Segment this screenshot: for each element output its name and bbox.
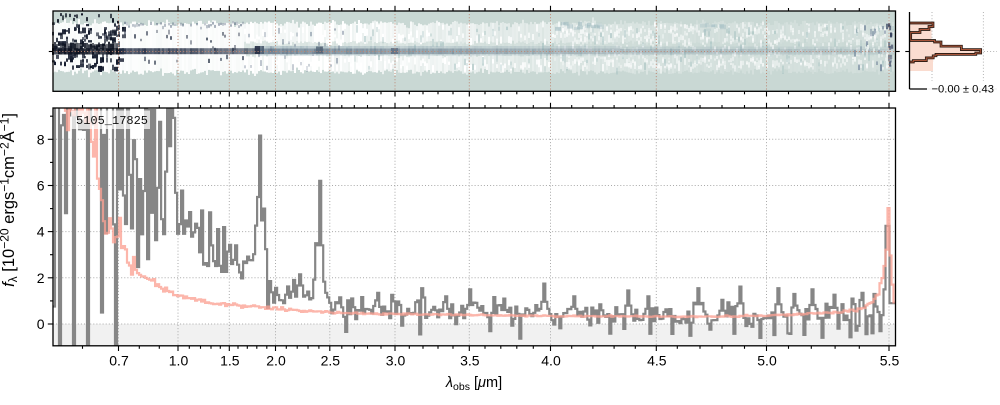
svg-text:5.5: 5.5 — [880, 353, 900, 369]
svg-text:0.7: 0.7 — [109, 353, 129, 369]
svg-text:3.5: 3.5 — [460, 353, 480, 369]
svg-text:4: 4 — [37, 224, 45, 240]
svg-text:1.0: 1.0 — [169, 353, 189, 369]
svg-text:−0.00 ± 0.43: −0.00 ± 0.43 — [932, 84, 994, 96]
svg-text:0: 0 — [37, 316, 45, 332]
svg-text:4.5: 4.5 — [647, 353, 667, 369]
svg-text:4.0: 4.0 — [541, 353, 561, 369]
svg-text:3.0: 3.0 — [386, 353, 406, 369]
svg-text:8: 8 — [37, 131, 45, 147]
svg-text:fλ [10−20 ergs−1cm−2Å−1]: fλ [10−20 ergs−1cm−2Å−1] — [0, 113, 20, 287]
svg-text:5.0: 5.0 — [757, 353, 777, 369]
svg-text:5105_17825: 5105_17825 — [76, 114, 148, 128]
svg-text:2.5: 2.5 — [321, 353, 341, 369]
svg-text:1.5: 1.5 — [220, 353, 240, 369]
svg-text:2.0: 2.0 — [266, 353, 286, 369]
svg-text:2: 2 — [37, 270, 45, 286]
svg-text:6: 6 — [37, 178, 45, 194]
svg-text:λobs [μm]: λobs [μm] — [445, 375, 502, 393]
